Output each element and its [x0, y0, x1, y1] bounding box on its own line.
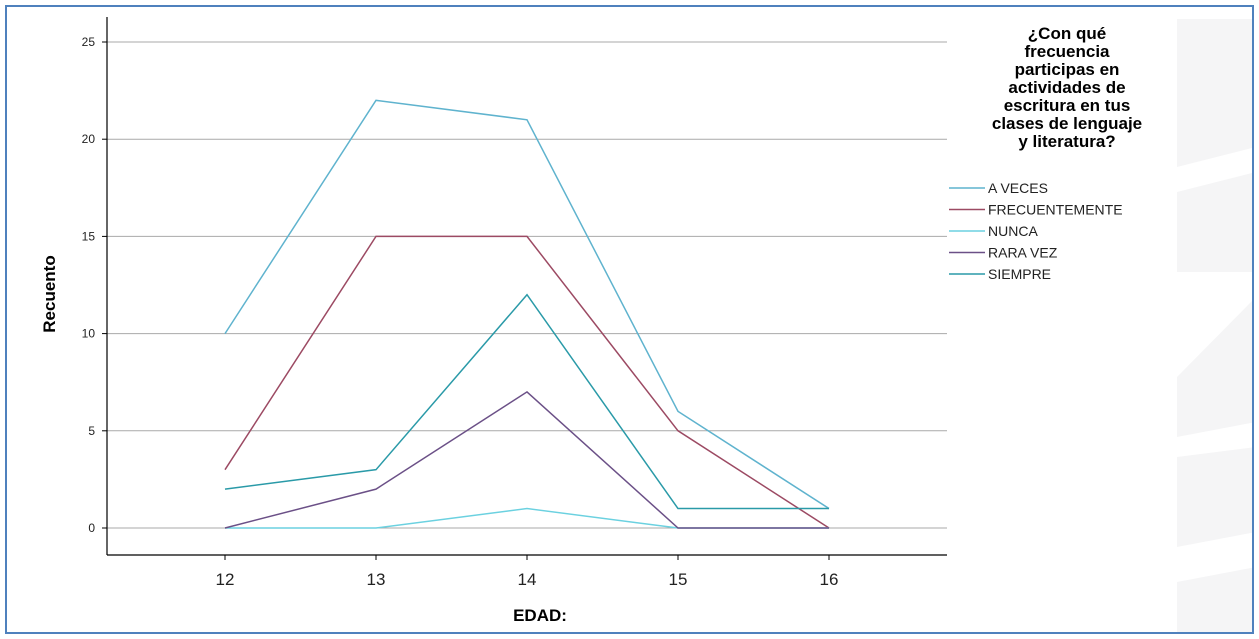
x-tick-label: 15	[669, 570, 688, 589]
chart-frame: 0 5 10 15 20 25 12 13 14 15 16 EDAD: Recuento A VECES…	[5, 5, 1254, 634]
y-tick-label: 10	[82, 327, 96, 341]
x-tick-label: 13	[367, 570, 386, 589]
y-axis-title: Recuento	[40, 255, 59, 332]
series-line-rara-vez	[224, 390, 829, 529]
x-tick-label: 12	[216, 570, 235, 589]
legend-title: ¿Con qué frecuencia participas en activi…	[991, 24, 1143, 151]
x-tick-label: 16	[820, 570, 839, 589]
series-line-siempre	[224, 293, 829, 510]
legend-label: FRECUENTEMENTE	[988, 202, 1123, 218]
series-line-frecuentemente	[224, 235, 830, 529]
y-tick-label: 20	[82, 132, 96, 146]
legend-label: A VECES	[988, 180, 1048, 196]
y-tick-label: 15	[82, 229, 96, 243]
y-tick-label: 25	[82, 35, 96, 49]
series-line-a-veces	[224, 99, 830, 510]
x-tick-label: 14	[518, 570, 537, 589]
y-tick-label: 0	[88, 521, 95, 535]
legend-label: NUNCA	[988, 223, 1038, 239]
y-tick-label: 5	[88, 424, 95, 438]
legend-label: RARA VEZ	[988, 245, 1058, 261]
series-line-nunca	[225, 507, 829, 529]
x-axis-title: EDAD:	[513, 606, 567, 625]
line-chart: 0 5 10 15 20 25 12 13 14 15 16 EDAD: Recuento A VECES…	[40, 17, 1123, 625]
background-watermark	[1177, 19, 1252, 632]
legend-label: SIEMPRE	[988, 266, 1051, 282]
